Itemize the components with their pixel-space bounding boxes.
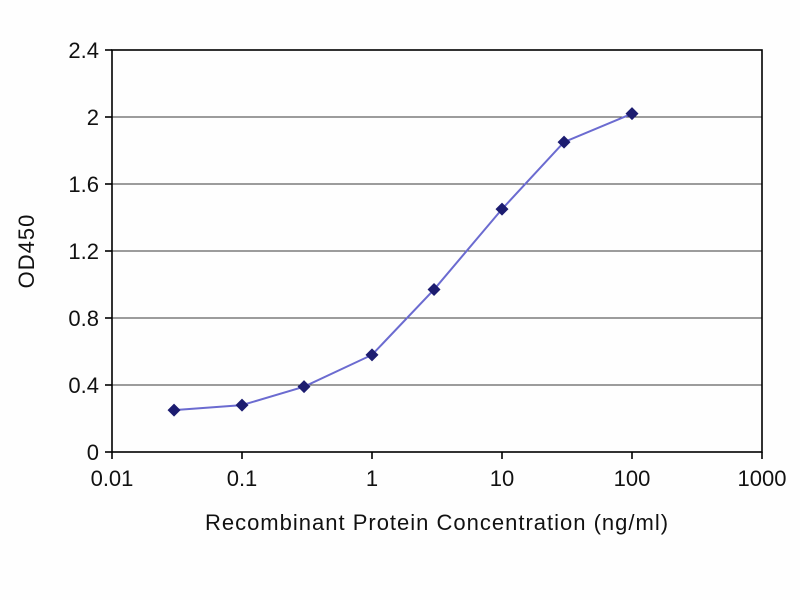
data-point-marker [235,398,249,412]
data-point-marker [557,135,571,149]
y-tick-label: 0.8 [68,306,99,331]
y-tick-label: 1.6 [68,172,99,197]
x-tick-label: 10 [490,466,514,491]
series-line [173,112,633,412]
y-axis-title: OD450 [14,214,39,289]
y-tick-label: 2.4 [68,38,99,63]
y-tick-label: 0 [87,440,99,465]
data-point-marker [625,107,639,121]
axis-ticks [105,49,763,459]
x-tick-label: 1 [366,466,378,491]
y-tick-label: 0.4 [68,373,99,398]
y-tick-label: 2 [87,105,99,130]
data-point-marker [427,283,441,297]
y-tick-label: 1.2 [68,239,99,264]
x-axis-title: Recombinant Protein Concentration (ng/ml… [205,510,669,535]
data-point-marker [167,403,181,417]
x-tick-label: 1000 [738,466,787,491]
x-tick-label: 0.01 [91,466,134,491]
x-tick-label: 0.1 [227,466,258,491]
data-point-marker [495,202,509,216]
x-tick-label: 100 [614,466,651,491]
data-point-marker [297,380,311,394]
data-point-marker [365,348,379,362]
gridlines [112,49,762,386]
data-series [167,107,639,417]
plot-border [111,49,763,453]
axis-tick-labels: 0 0.4 0.8 1.2 1.6 2 2.4 0.01 0.1 1 10 100 1000 [68,38,786,491]
